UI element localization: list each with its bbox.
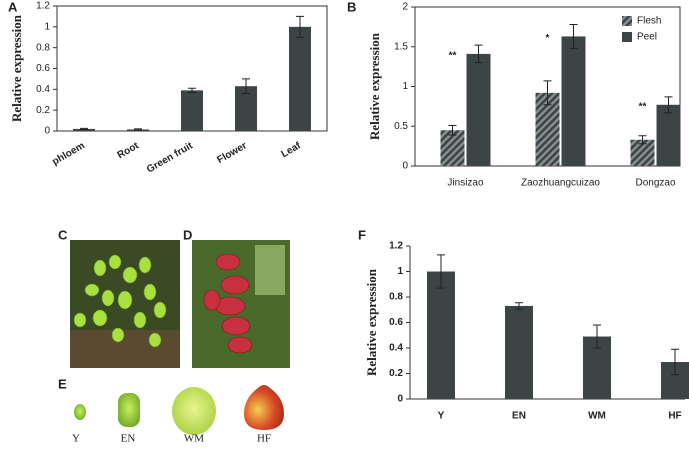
x-tick-label: Y (438, 411, 445, 422)
x-tick-label: HF (668, 411, 681, 422)
bar (73, 128, 95, 131)
bar (505, 305, 533, 399)
panel-label: C (58, 227, 68, 242)
y-tick-label: 2 (402, 2, 408, 13)
y-tick-label: 0.2 (36, 105, 50, 116)
y-tick-label: 0 (402, 161, 408, 172)
y-tick-label: 0.6 (36, 63, 50, 74)
y-tick-label: 1 (44, 21, 50, 32)
legend-swatch (622, 32, 632, 42)
legend-swatch (622, 16, 632, 26)
y-tick-label: 1 (397, 266, 403, 277)
bar (235, 86, 257, 131)
x-tick-label: Flower (215, 140, 249, 166)
y-axis-label: Relative expression (364, 268, 379, 376)
error-bar (569, 23, 578, 49)
y-axis-label: Relative expression (367, 32, 382, 140)
error-bar (638, 135, 647, 145)
x-tick-label: Root (116, 140, 142, 161)
stage-label: WM (184, 433, 204, 445)
x-tick-label: Dongzao (635, 178, 675, 189)
y-tick-label: 0.6 (389, 317, 403, 328)
y-tick-label: 0.8 (389, 292, 403, 303)
bar (466, 53, 491, 166)
x-tick-label: Green fruit (145, 140, 195, 175)
bar (440, 130, 465, 166)
annotation: ** (449, 51, 457, 62)
error-bar (134, 128, 142, 131)
panel-label: D (183, 227, 192, 242)
bar (289, 26, 311, 131)
x-tick-label: phloem (51, 140, 87, 167)
y-tick-label: 0.4 (389, 343, 403, 354)
stage-label: Y (72, 433, 80, 445)
error-bar (296, 15, 304, 38)
y-tick-label: 1 (402, 81, 408, 92)
photo-d (192, 240, 290, 368)
bar (656, 104, 681, 166)
x-tick-label: Jinsizao (447, 178, 484, 189)
bar (181, 90, 203, 131)
y-tick-label: 0.5 (394, 121, 408, 132)
stage-label: EN (121, 433, 136, 445)
error-bar (664, 96, 673, 114)
error-bar (437, 254, 445, 289)
y-tick-label: 0.2 (389, 368, 403, 379)
bar (561, 36, 586, 166)
y-axis-label: Relative expression (9, 14, 24, 122)
y-tick-label: 0 (397, 394, 403, 405)
y-tick-label: 0.8 (36, 42, 50, 53)
x-tick-label: Leaf (280, 140, 304, 160)
y-tick-label: 0.4 (36, 84, 50, 95)
y-tick-label: 0 (44, 126, 50, 137)
legend-label: Peel (637, 32, 657, 43)
error-bar (543, 80, 552, 106)
y-tick-label: 1.2 (389, 241, 403, 252)
error-bar (188, 87, 196, 93)
stage-label: HF (257, 433, 271, 445)
error-bar (671, 348, 679, 376)
error-bar (474, 44, 483, 64)
panel-label: E (58, 376, 67, 391)
panel-label: B (347, 0, 356, 14)
panel-label: F (358, 227, 366, 242)
error-bar (593, 324, 601, 349)
annotation: * (546, 33, 550, 44)
panel-label: A (8, 0, 18, 14)
photo-c (70, 240, 180, 368)
error-bar (80, 127, 88, 130)
photo-e (74, 385, 284, 435)
bar (427, 271, 455, 399)
annotation: ** (639, 101, 647, 112)
legend-label: Flesh (637, 16, 661, 27)
y-tick-label: 1.2 (36, 1, 50, 12)
error-bar (515, 302, 523, 310)
x-tick-label: WM (588, 411, 606, 422)
error-bar (242, 78, 250, 94)
y-tick-label: 1.5 (394, 41, 408, 52)
error-bar (448, 124, 457, 136)
x-tick-label: EN (512, 411, 526, 422)
x-tick-label: Zaozhuangcuizao (521, 178, 600, 189)
